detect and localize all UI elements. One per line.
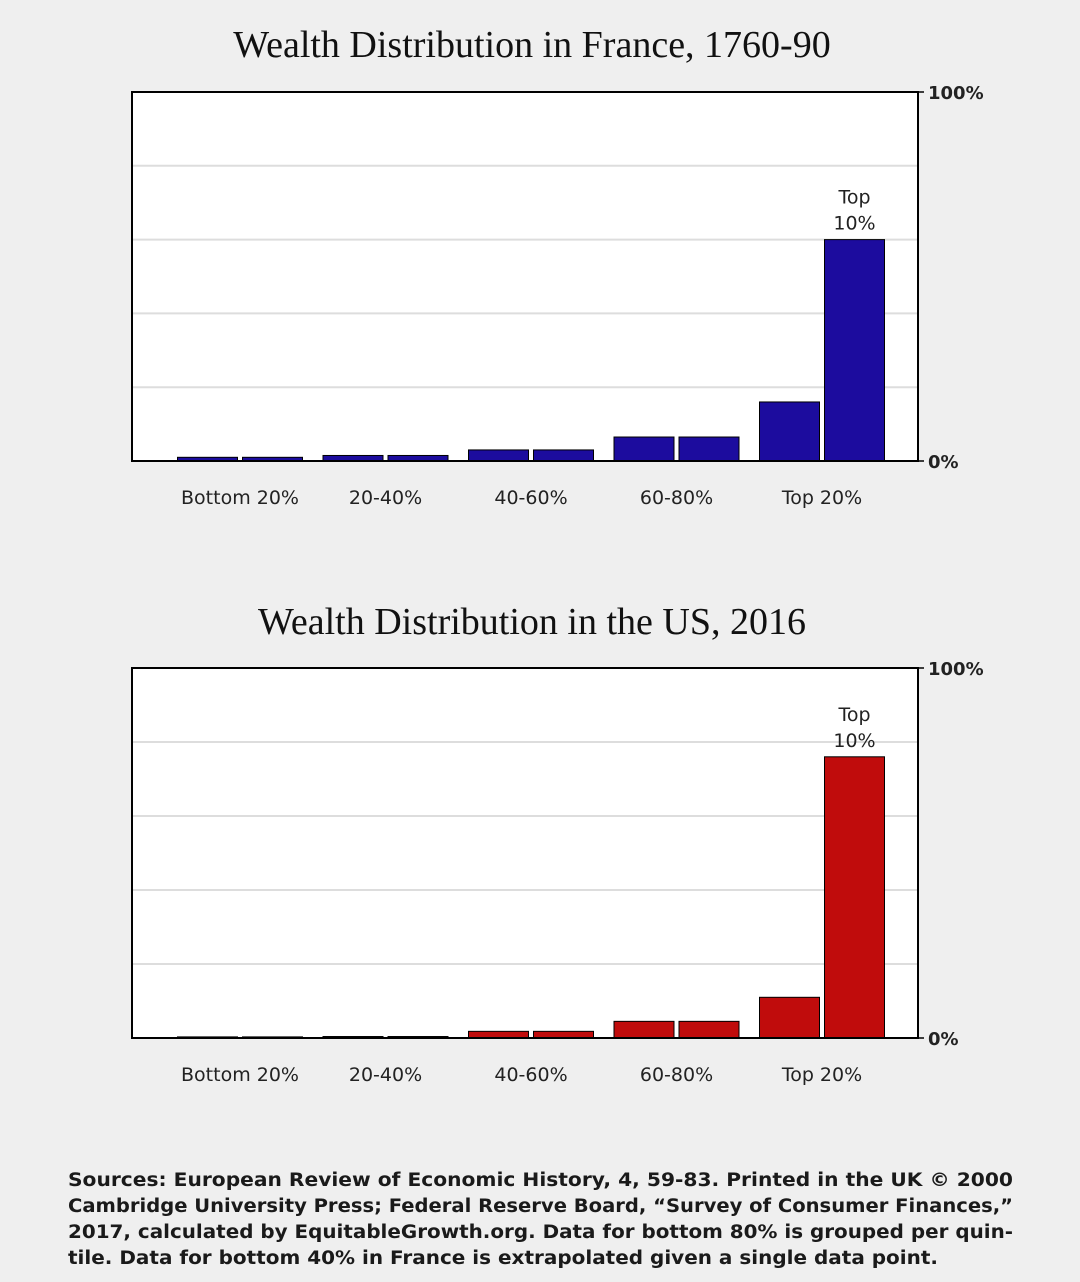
footer-line: 2017, calculated by EquitableGrowth.org.…	[68, 1222, 1013, 1243]
bar	[533, 449, 594, 462]
bar	[678, 1020, 740, 1039]
bar	[678, 436, 740, 462]
chart-title: Wealth Distribution in France, 1760-90	[233, 24, 830, 66]
bar-annotation: Top	[837, 704, 870, 726]
x-tick-label: Top 20%	[781, 1064, 862, 1086]
footer-line: Cambridge University Press; Federal Rese…	[68, 1196, 1013, 1217]
bar	[759, 401, 820, 462]
x-tick-label: 20-40%	[349, 487, 422, 509]
bar-annotation: 10%	[833, 213, 875, 235]
chart-title: Wealth Distribution in the US, 2016	[258, 601, 806, 643]
bar	[468, 449, 529, 462]
x-tick-label: Bottom 20%	[181, 487, 299, 509]
x-tick-label: 20-40%	[349, 1064, 422, 1086]
y-tick-label: 100%	[928, 83, 984, 104]
bar-annotation: 10%	[833, 730, 875, 752]
plot-frame	[131, 667, 919, 1039]
x-tick-label: Top 20%	[781, 487, 862, 509]
bar	[759, 996, 820, 1039]
bar	[824, 239, 885, 462]
bar	[613, 436, 675, 462]
bar	[613, 1020, 675, 1039]
plot-area	[132, 92, 918, 461]
x-tick-label: 60-80%	[640, 487, 713, 509]
x-tick-label: 40-60%	[494, 487, 567, 509]
plot-frame	[131, 91, 919, 462]
x-tick-label: Bottom 20%	[181, 1064, 299, 1086]
footer-line: Sources: European Review of Economic His…	[68, 1170, 1013, 1191]
y-tick-label: 100%	[928, 659, 984, 680]
footer-line: tile. Data for bottom 40% in France is e…	[68, 1248, 938, 1269]
x-tick-label: 40-60%	[494, 1064, 567, 1086]
plot-area	[132, 668, 918, 1038]
x-tick-label: 60-80%	[640, 1064, 713, 1086]
y-tick-label: 0%	[928, 1029, 959, 1050]
y-tick-label: 0%	[928, 452, 959, 473]
bar	[824, 756, 885, 1039]
bar-annotation: Top	[837, 187, 870, 209]
